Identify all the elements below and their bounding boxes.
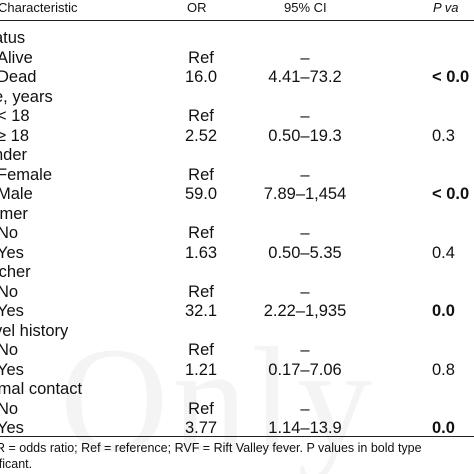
row-p-value: 0.0 xyxy=(432,419,455,437)
row-category-label: nder xyxy=(0,146,28,164)
row-p-value: 0.4 xyxy=(432,243,455,262)
row-level-label: No xyxy=(0,282,19,301)
row-level-label: Yes xyxy=(0,419,24,437)
table-row: imal contact xyxy=(0,377,474,401)
row-ci-value: – xyxy=(300,341,310,359)
row-ci-value: 0.17–7.06 xyxy=(268,360,342,379)
row-category-label: imal contact xyxy=(0,380,83,398)
table-row: ≥ 18 2.52 0.50–19.3 0.3 xyxy=(0,124,474,148)
table-row: Yes 1.21 0.17–7.06 0.8 xyxy=(0,358,474,382)
row-or-value: 1.63 xyxy=(184,243,218,262)
row-level-label: No xyxy=(0,399,19,418)
row-category-label: tcher xyxy=(0,263,31,281)
row-or-value: Ref xyxy=(188,107,214,125)
row-or-value: 3.77 xyxy=(184,419,218,437)
row-ci-value: 1.14–13.9 xyxy=(268,419,342,437)
row-level-label: No xyxy=(0,224,19,242)
row-ci-value: 4.41–73.2 xyxy=(268,68,342,86)
row-or-value: 1.21 xyxy=(184,360,218,379)
row-ci-value: – xyxy=(300,224,310,242)
row-or-value: Ref xyxy=(188,224,214,242)
footnote-line-1: R = odds ratio; Ref = reference; RVF = R… xyxy=(0,441,422,455)
table-row: No Ref – xyxy=(0,221,474,245)
table-row: vel history xyxy=(0,319,474,343)
row-level-label: Yes xyxy=(0,302,24,320)
row-ci-value: 0.50–19.3 xyxy=(268,126,342,145)
table-row: Female Ref – xyxy=(0,163,474,187)
table-row: tcher xyxy=(0,260,474,284)
row-ci-value: – xyxy=(300,399,310,418)
row-category-label: rmer xyxy=(0,204,28,223)
row-or-value: Ref xyxy=(188,399,214,418)
table-row: nder xyxy=(0,143,474,167)
row-ci-value: – xyxy=(300,165,310,184)
row-or-value: 16.0 xyxy=(184,68,218,86)
row-p-value: 0.3 xyxy=(432,126,455,145)
row-p-value: 0.0 xyxy=(432,302,455,320)
row-level-label: Male xyxy=(0,185,33,203)
table-row: Yes 32.1 2.22–1,935 0.0 xyxy=(0,299,474,323)
table-row: Alive Ref – xyxy=(0,46,474,70)
row-level-label: Yes xyxy=(0,360,24,379)
row-or-value: Ref xyxy=(188,341,214,359)
row-or-value: 32.1 xyxy=(184,302,218,320)
row-p-value: 0.8 xyxy=(432,360,455,379)
header-ci: 95% CI xyxy=(284,0,327,15)
row-or-value: 2.52 xyxy=(184,126,218,145)
row-p-value: < 0.0 xyxy=(432,185,470,203)
row-or-value: Ref xyxy=(188,48,214,67)
row-level-label: Yes xyxy=(0,243,24,262)
header-or: OR xyxy=(187,0,207,15)
row-ci-value: – xyxy=(300,107,310,125)
table-row: Yes 3.77 1.14–13.9 0.0 xyxy=(0,416,474,440)
row-p-value: < 0.0 xyxy=(432,68,470,86)
row-category-label: e, years xyxy=(0,87,53,106)
header-rule xyxy=(0,20,474,21)
row-level-label: Female xyxy=(0,165,53,184)
table-row: e, years xyxy=(0,85,474,109)
table-row: No Ref – xyxy=(0,338,474,362)
row-level-label: ≥ 18 xyxy=(0,126,29,145)
row-ci-value: – xyxy=(300,48,310,67)
footnote-line-2: ificant. xyxy=(0,457,33,471)
row-ci-value: 7.89–1,454 xyxy=(263,185,347,203)
table-row: Dead 16.0 4.41–73.2 < 0.0 xyxy=(0,65,474,89)
row-ci-value: – xyxy=(300,282,310,301)
row-ci-value: 2.22–1,935 xyxy=(263,302,347,320)
table-row: Yes 1.63 0.50–5.35 0.4 xyxy=(0,241,474,265)
row-level-label: No xyxy=(0,341,19,359)
row-or-value: Ref xyxy=(188,282,214,301)
header-characteristic: Characteristic xyxy=(0,0,78,15)
row-level-label: < 18 xyxy=(0,107,30,125)
row-or-value: Ref xyxy=(188,165,214,184)
table-row: < 18 Ref – xyxy=(0,104,474,128)
table-row: Male 59.0 7.89–1,454 < 0.0 xyxy=(0,182,474,206)
header-p-value: P va xyxy=(433,0,459,15)
row-level-label: Dead xyxy=(0,68,37,86)
bottom-rule xyxy=(0,436,474,437)
row-or-value: 59.0 xyxy=(184,185,218,203)
table-row: rmer xyxy=(0,202,474,226)
table-row: No Ref – xyxy=(0,397,474,421)
row-ci-value: 0.50–5.35 xyxy=(268,243,342,262)
row-category-label: vel history xyxy=(0,321,69,340)
table-row: No Ref – xyxy=(0,280,474,304)
row-level-label: Alive xyxy=(0,48,33,67)
